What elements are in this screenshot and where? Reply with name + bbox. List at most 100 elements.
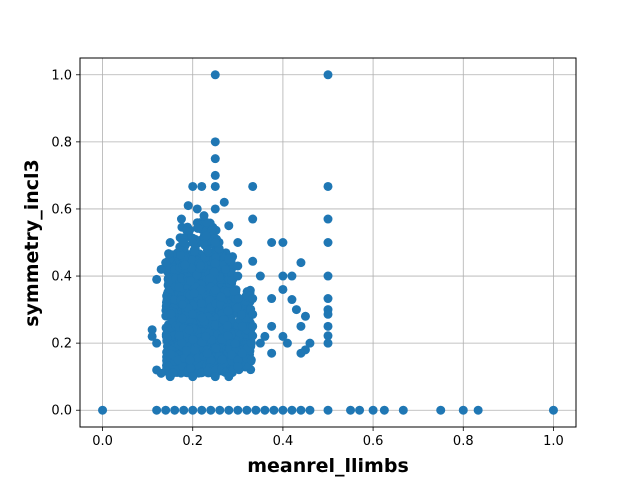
data-point (211, 343, 221, 353)
data-point (189, 288, 199, 298)
data-point (267, 294, 277, 304)
data-point (323, 405, 333, 415)
data-point (210, 70, 220, 80)
data-point (323, 238, 333, 247)
data-point (296, 321, 306, 331)
data-point (210, 137, 220, 147)
data-point (473, 405, 483, 415)
data-point (267, 321, 277, 331)
data-point (203, 366, 213, 376)
data-point (323, 294, 333, 304)
data-point (368, 405, 378, 415)
data-point (178, 300, 188, 310)
data-point (179, 405, 189, 415)
data-point (233, 362, 243, 372)
data-point (216, 292, 226, 302)
data-point (458, 405, 468, 415)
data-point (190, 247, 200, 257)
data-point (287, 295, 297, 305)
data-point (269, 405, 279, 415)
data-point (174, 282, 184, 292)
data-point (222, 321, 232, 331)
x-tick-label: 1.0 (543, 434, 564, 449)
data-point (210, 238, 220, 247)
y-tick-label: 0.0 (51, 404, 72, 419)
data-point (184, 325, 194, 335)
data-point (323, 309, 333, 319)
data-point (355, 405, 365, 415)
data-point (278, 238, 288, 247)
data-point (323, 338, 333, 348)
data-point (202, 348, 212, 358)
data-point (251, 405, 261, 415)
x-tick-label: 0.0 (92, 434, 113, 449)
data-point (187, 309, 197, 319)
data-point (323, 321, 333, 331)
data-point (305, 405, 315, 415)
data-point (206, 405, 216, 415)
data-point (224, 221, 234, 231)
data-point (147, 325, 157, 335)
data-point (232, 303, 242, 313)
data-point (177, 338, 187, 348)
data-point (210, 320, 220, 330)
data-point (182, 346, 192, 356)
data-point (197, 405, 207, 415)
data-point (210, 372, 220, 382)
data-point (201, 331, 211, 341)
data-point (233, 405, 243, 415)
data-point (236, 310, 246, 320)
data-point (255, 271, 265, 281)
data-point (300, 311, 310, 321)
data-point (267, 238, 277, 247)
data-point (199, 211, 209, 221)
x-tick-label: 0.4 (273, 434, 294, 449)
data-point (210, 181, 220, 191)
data-point (185, 355, 195, 365)
data-point (161, 405, 171, 415)
data-point (246, 338, 256, 348)
data-point (287, 271, 297, 281)
data-point (217, 355, 227, 365)
data-point (305, 338, 315, 348)
x-tick-label: 0.2 (182, 434, 203, 449)
data-point (201, 217, 211, 227)
data-point (193, 223, 203, 233)
data-point (162, 333, 172, 343)
data-point (233, 355, 243, 365)
data-point (161, 258, 171, 268)
x-tick-label: 0.8 (453, 434, 474, 449)
data-point (379, 405, 389, 415)
data-point (223, 306, 233, 316)
data-point (210, 204, 220, 214)
data-point (248, 321, 258, 331)
data-point (152, 274, 162, 284)
data-point (179, 238, 189, 247)
data-point (282, 338, 292, 348)
data-point (237, 321, 247, 331)
data-point (188, 405, 198, 415)
data-point (202, 245, 212, 255)
data-point (278, 271, 288, 281)
data-point (210, 170, 220, 180)
data-point (233, 271, 243, 281)
data-point (166, 349, 176, 359)
data-point (174, 331, 184, 341)
data-point (197, 181, 207, 191)
x-tick-label: 0.6 (363, 434, 384, 449)
data-point (296, 258, 306, 268)
data-point (183, 201, 193, 211)
data-point (188, 181, 198, 191)
data-point (187, 263, 197, 273)
data-point (165, 238, 175, 247)
data-point (201, 231, 211, 241)
data-point (221, 264, 231, 274)
data-point (180, 260, 190, 270)
data-point (229, 286, 239, 296)
data-point (165, 372, 175, 382)
data-point (548, 405, 558, 415)
data-point (186, 276, 196, 286)
data-point (188, 238, 198, 247)
y-tick-label: 0.6 (51, 202, 72, 217)
data-point (161, 297, 171, 307)
